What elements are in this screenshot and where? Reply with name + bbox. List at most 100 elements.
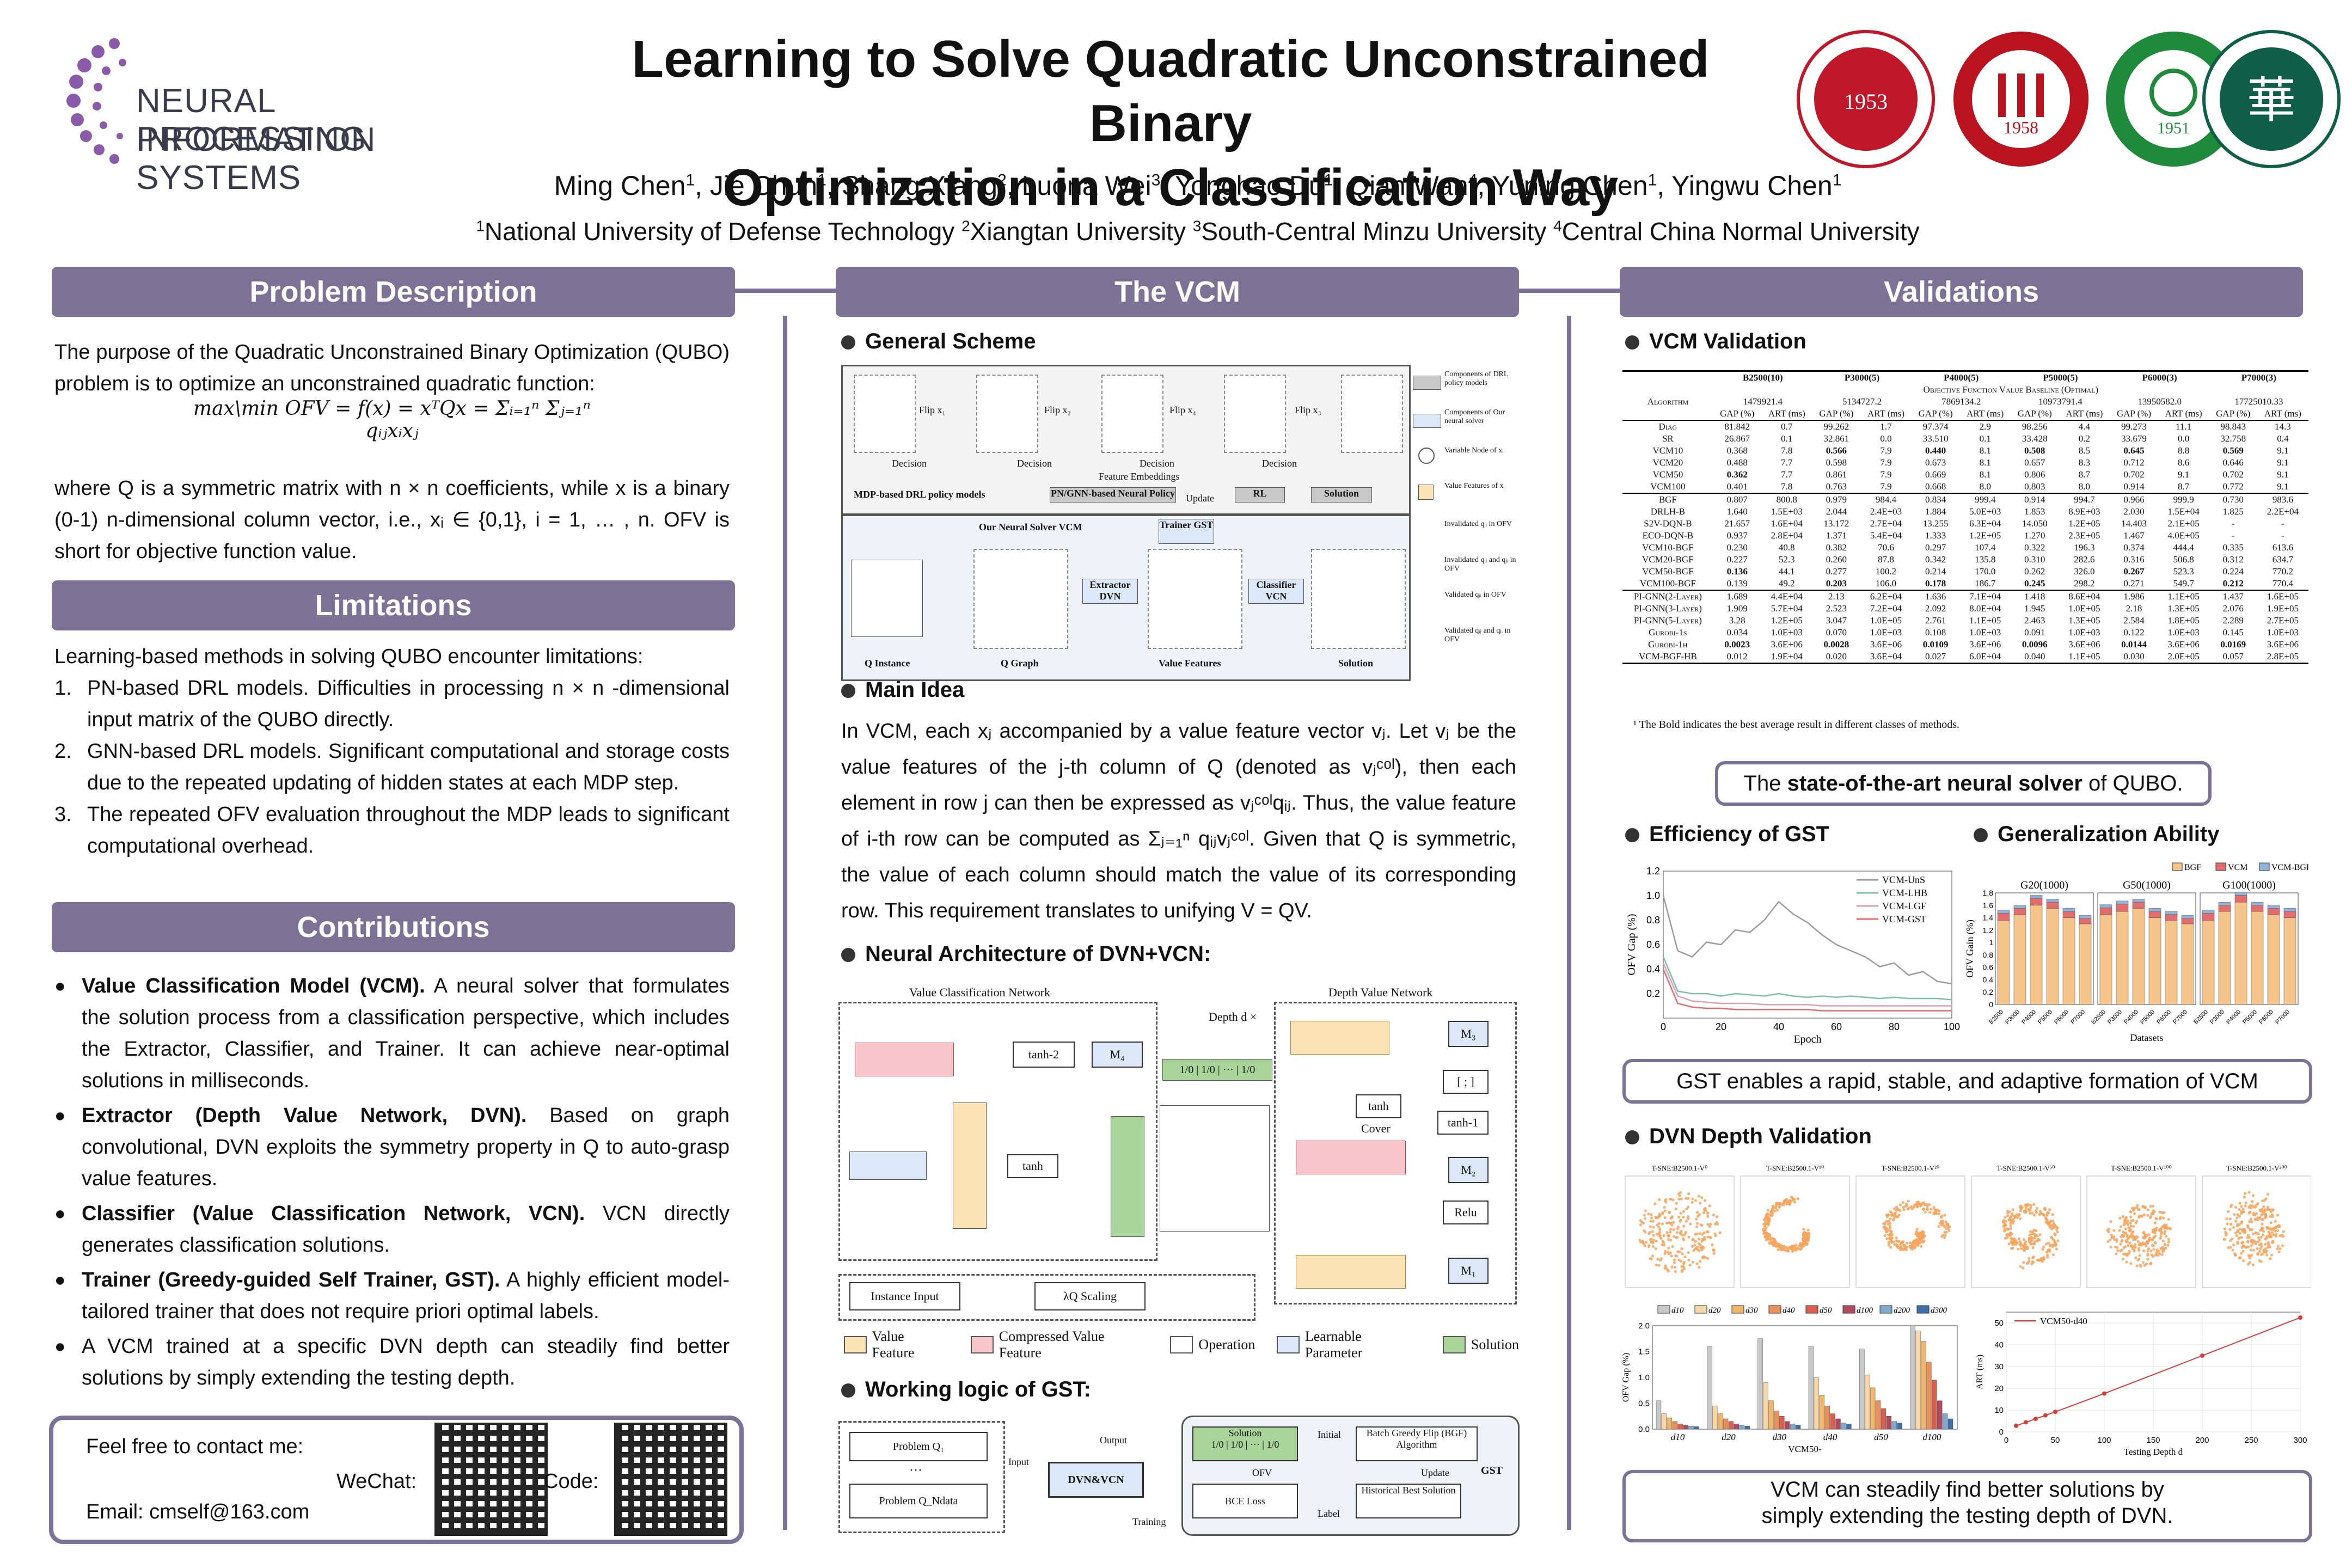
table-cell: 0.316 xyxy=(2123,554,2145,565)
table-cell: 0.040 xyxy=(2011,651,2059,664)
x-tick-label: P3000 xyxy=(2004,1009,2021,1026)
tsne-point xyxy=(2018,1206,2022,1209)
table-cell: 1.371 xyxy=(1826,530,1847,541)
table-cell: 0.508 xyxy=(2024,445,2045,456)
table-algorithm-name: VCM10-BGF xyxy=(1642,542,1694,553)
architecture-legend-items: Value Feature Compressed Value Feature Ope… xyxy=(838,1328,1519,1361)
table-cell: 0.0144 xyxy=(2121,639,2147,650)
plot-frame xyxy=(1663,871,1952,1019)
tsne-point xyxy=(1885,1229,1889,1233)
tsne-point xyxy=(2234,1205,2238,1209)
value-feature-stack xyxy=(1290,1021,1389,1055)
bar-BGF xyxy=(2046,908,2059,1005)
contribution-item: Classifier (Value Classification Network… xyxy=(54,1198,730,1261)
tsne-panel-title: T-SNE:B2500.1-V¹⁰⁰ xyxy=(2111,1164,2172,1172)
tsne-point xyxy=(2163,1230,2167,1233)
depth-gap-chart: 0.0 0.5 1.0 1.5 2.0 OFV Gap (%) d10 d20 d30 d40 d5… xyxy=(1621,1305,1958,1454)
tsne-point xyxy=(2226,1222,2229,1226)
tsne-point xyxy=(2238,1223,2241,1226)
y-tick-label: 50 xyxy=(1994,1319,2004,1328)
bullet-icon xyxy=(1625,335,1639,350)
tsne-point xyxy=(2039,1212,2043,1215)
tsne-point xyxy=(1797,1247,1800,1251)
table-cell: 7.8 xyxy=(1781,445,1793,456)
table-baseline-value: 10973791.4 xyxy=(2038,396,2082,407)
tsne-point xyxy=(2256,1216,2259,1220)
tsne-point xyxy=(2010,1236,2013,1240)
author-name: Shang Xiang xyxy=(841,170,998,201)
tsne-point xyxy=(1940,1220,1943,1223)
dvn-vcn-architecture: Value Classification Network Depth Value… xyxy=(838,983,1519,1342)
table-cell: 8.1 xyxy=(1979,445,1991,456)
table-cell: 3.6E+04 xyxy=(1860,651,1912,664)
tsne-point xyxy=(1892,1218,1895,1222)
table-algorithm-name: VCM-BGF-HB xyxy=(1622,651,1713,664)
tsne-point xyxy=(2239,1212,2243,1215)
tsne-point xyxy=(2251,1194,2255,1197)
table-cell: 1.7 xyxy=(1860,420,1912,433)
y-tick-label: 20 xyxy=(1994,1384,2004,1393)
table-baseline-value: 13950582.0 xyxy=(2137,396,2182,407)
author-affil-sup: 3 xyxy=(1151,171,1161,189)
table-cell: 7.1E+04 xyxy=(1959,590,2011,603)
tsne-point xyxy=(2008,1210,2012,1214)
svg-text:1951: 1951 xyxy=(2157,119,2190,137)
tsne-point xyxy=(2007,1234,2011,1237)
tsne-point xyxy=(1669,1239,1673,1242)
tsne-point xyxy=(2259,1209,2262,1212)
tsne-point xyxy=(2142,1213,2146,1216)
contact-email[interactable]: Email: cmself@163.com xyxy=(86,1500,310,1523)
table-algorithm-name: VCM20 xyxy=(1652,457,1683,468)
table-cell: 99.273 xyxy=(2110,420,2158,433)
x-tick-label: d100 xyxy=(1922,1432,1941,1442)
tsne-point xyxy=(1807,1236,1810,1239)
tsne-point xyxy=(2024,1207,2028,1210)
table-cell: 0.730 xyxy=(2209,493,2257,506)
tsne-point xyxy=(2011,1218,2015,1221)
table-cell: 33.679 xyxy=(2121,433,2147,444)
tsne-point xyxy=(1663,1216,1667,1220)
wechat-qr-code[interactable] xyxy=(434,1423,548,1536)
table-header-cell xyxy=(1622,371,1713,384)
title-line-1: Learning to Solve Quadratic Unconstraine… xyxy=(632,30,1710,152)
bar-d50 xyxy=(1677,1424,1683,1430)
tsne-point xyxy=(2262,1248,2265,1252)
tsne-point xyxy=(2012,1237,2016,1240)
legend-swatch xyxy=(1842,1305,1855,1314)
table-cell: 1.437 xyxy=(2209,590,2257,603)
tsne-point xyxy=(2240,1241,2244,1245)
limitations-header: Limitations xyxy=(52,580,735,630)
legend-label: d100 xyxy=(1857,1306,1873,1315)
tsne-point xyxy=(2130,1245,2133,1248)
tsne-point xyxy=(1697,1195,1700,1198)
tsne-point xyxy=(2244,1201,2247,1205)
tsne-point xyxy=(1765,1216,1768,1220)
tsne-point xyxy=(2126,1233,2129,1236)
problem-description-header: Problem Description xyxy=(52,267,735,317)
tsne-point xyxy=(2130,1219,2133,1222)
tsne-point xyxy=(2134,1237,2137,1240)
tsne-point xyxy=(1705,1230,1708,1234)
table-cell: 3.047 xyxy=(1826,615,1847,626)
bar-BGF xyxy=(2148,917,2161,1005)
legend-swatch xyxy=(2259,862,2270,871)
table-cell: 0.139 xyxy=(1726,578,1748,589)
svg-text:1953: 1953 xyxy=(1844,89,1888,114)
tsne-point xyxy=(2135,1206,2139,1209)
bar-d10 xyxy=(1859,1349,1865,1430)
tsne-point xyxy=(1657,1264,1661,1267)
tsne-panel-frame xyxy=(2202,1175,2311,1288)
tsne-point xyxy=(2240,1205,2243,1208)
tsne-point xyxy=(1685,1207,1688,1211)
sota-caption: The state-of-the-art neural solver of QU… xyxy=(1715,761,2212,806)
bar-d300 xyxy=(1947,1418,1953,1430)
tsne-point xyxy=(1670,1215,1674,1218)
tsne-point xyxy=(1807,1239,1810,1242)
tsne-point xyxy=(2270,1227,2274,1230)
table-cell: 1.884 xyxy=(1925,506,1946,517)
code-qr-code[interactable] xyxy=(614,1423,727,1536)
tsne-point xyxy=(1667,1234,1670,1238)
table-cell: 0.136 xyxy=(1726,566,1748,577)
limitations-list: 1. PN-based DRL models. Difficulties in p… xyxy=(54,672,730,862)
tsne-point xyxy=(2004,1236,2007,1240)
